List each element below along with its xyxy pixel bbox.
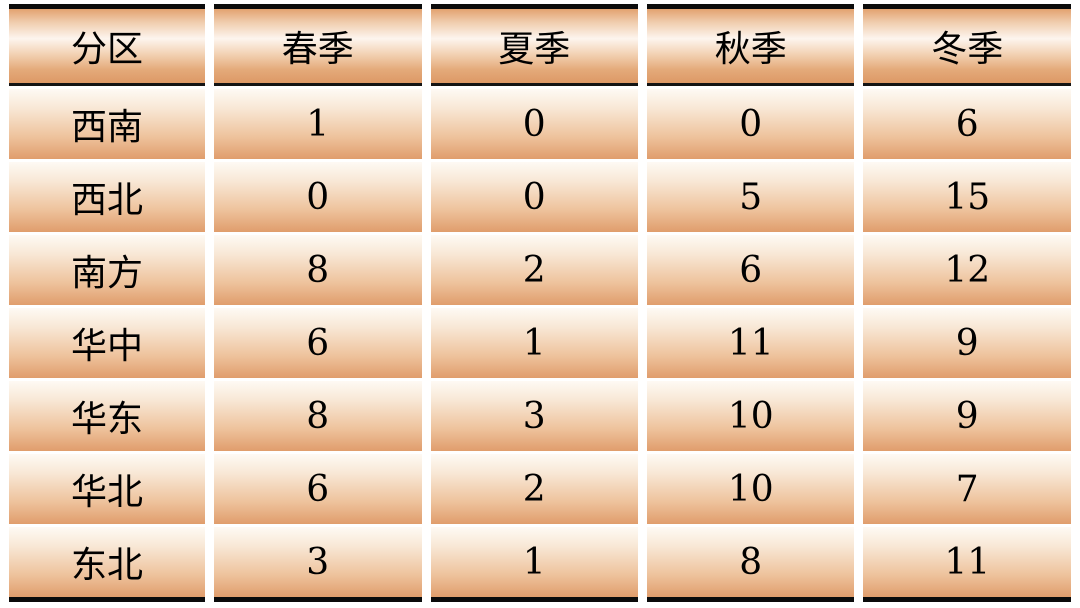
data-cell: 1 bbox=[214, 89, 422, 159]
data-cell: 1 bbox=[430, 527, 638, 602]
data-cell: 6 bbox=[214, 454, 422, 524]
data-cell: 6 bbox=[646, 235, 855, 305]
data-cell: 5 bbox=[646, 162, 855, 232]
data-cell: 9 bbox=[863, 308, 1071, 378]
table-row: 南方 8 2 6 12 bbox=[9, 235, 1071, 305]
data-cell: 10 bbox=[646, 454, 855, 524]
row-label: 华中 bbox=[9, 308, 206, 378]
data-cell: 1 bbox=[430, 308, 638, 378]
row-label: 西南 bbox=[9, 89, 206, 159]
data-cell: 0 bbox=[430, 162, 638, 232]
data-cell: 3 bbox=[430, 381, 638, 451]
column-header-region: 分区 bbox=[9, 4, 206, 86]
row-label: 东北 bbox=[9, 527, 206, 602]
data-cell: 0 bbox=[430, 89, 638, 159]
table-row: 东北 3 1 8 11 bbox=[9, 527, 1071, 602]
row-label: 华东 bbox=[9, 381, 206, 451]
data-cell: 8 bbox=[214, 381, 422, 451]
data-cell: 9 bbox=[863, 381, 1071, 451]
data-cell: 3 bbox=[214, 527, 422, 602]
data-cell: 7 bbox=[863, 454, 1071, 524]
table-row: 西南 1 0 0 6 bbox=[9, 89, 1071, 159]
data-cell: 2 bbox=[430, 235, 638, 305]
table-row: 西北 0 0 5 15 bbox=[9, 162, 1071, 232]
column-header-spring: 春季 bbox=[214, 4, 422, 86]
data-cell: 11 bbox=[863, 527, 1071, 602]
column-header-summer: 夏季 bbox=[430, 4, 638, 86]
data-cell: 6 bbox=[214, 308, 422, 378]
row-label: 南方 bbox=[9, 235, 206, 305]
data-cell: 0 bbox=[646, 89, 855, 159]
data-cell: 11 bbox=[646, 308, 855, 378]
row-label: 华北 bbox=[9, 454, 206, 524]
header-row: 分区 春季 夏季 秋季 冬季 bbox=[9, 4, 1071, 86]
row-label: 西北 bbox=[9, 162, 206, 232]
table-row: 华中 6 1 11 9 bbox=[9, 308, 1071, 378]
data-cell: 6 bbox=[863, 89, 1071, 159]
data-cell: 8 bbox=[646, 527, 855, 602]
column-header-winter: 冬季 bbox=[863, 4, 1071, 86]
data-cell: 10 bbox=[646, 381, 855, 451]
table-row: 华东 8 3 10 9 bbox=[9, 381, 1071, 451]
data-cell: 12 bbox=[863, 235, 1071, 305]
data-cell: 0 bbox=[214, 162, 422, 232]
table-row: 华北 6 2 10 7 bbox=[9, 454, 1071, 524]
data-cell: 15 bbox=[863, 162, 1071, 232]
column-header-autumn: 秋季 bbox=[646, 4, 855, 86]
data-cell: 8 bbox=[214, 235, 422, 305]
data-cell: 2 bbox=[430, 454, 638, 524]
